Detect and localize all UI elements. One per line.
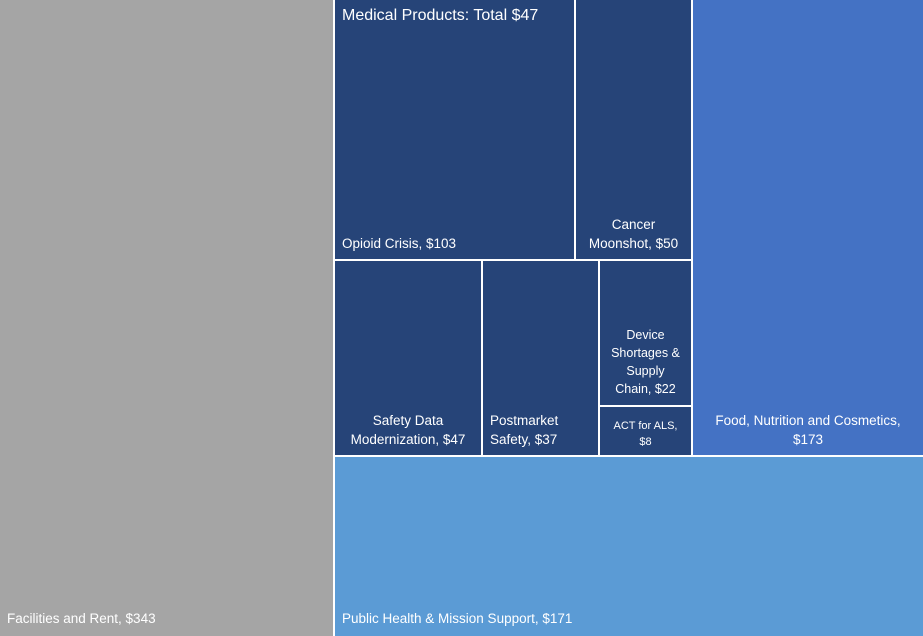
label-line: Supply	[626, 364, 665, 378]
label-line: $8	[639, 436, 652, 448]
tile-label-safety-data-modernization: Safety Data Modernization, $47	[351, 411, 466, 455]
tile-public-health-mission-support: Public Health & Mission Support, $171	[335, 457, 923, 636]
group-header-medical-products: Medical Products: Total $47	[342, 7, 539, 24]
label-line: Cancer	[611, 217, 656, 232]
label-line: $173	[792, 432, 824, 447]
tile-cancer-moonshot: Cancer Moonshot, $50	[576, 0, 691, 259]
label-line: Chain, $22	[615, 382, 676, 396]
tile-label-cancer-moonshot: Cancer Moonshot, $50	[589, 215, 678, 259]
tile-act-for-als: ACT for ALS, $8	[600, 407, 691, 455]
tile-label-act-for-als: ACT for ALS, $8	[614, 418, 678, 455]
label-line: Device	[626, 328, 665, 342]
tile-opioid-crisis: Opioid Crisis, $103	[335, 0, 574, 259]
tile-label-postmarket-safety: Postmarket Safety, $37	[483, 411, 558, 455]
tile-label-facilities-and-rent: Facilities and Rent, $343	[7, 611, 156, 626]
tile-postmarket-safety: Postmarket Safety, $37	[483, 261, 598, 455]
tile-food-nutrition-cosmetics: Food, Nutrition and Cosmetics, $173	[693, 0, 923, 455]
tile-device-shortages-supply-chain: Device Shortages & Supply Chain, $22	[600, 261, 691, 405]
label-line: Food, Nutrition and Cosmetics,	[715, 413, 901, 428]
tile-facilities-and-rent: Facilities and Rent, $343	[0, 0, 333, 636]
tile-label-opioid-crisis: Opioid Crisis, $103	[342, 236, 457, 251]
label-line: Moonshot, $50	[588, 236, 679, 251]
tile-label-food-nutrition-cosmetics: Food, Nutrition and Cosmetics, $173	[711, 411, 904, 455]
tile-label-device-shortages-supply-chain: Device Shortages & Supply Chain, $22	[611, 326, 680, 405]
label-line: Postmarket	[490, 413, 559, 428]
label-line: Safety Data	[372, 413, 444, 428]
label-line: Modernization, $47	[350, 432, 466, 447]
tile-safety-data-modernization: Safety Data Modernization, $47	[335, 261, 481, 455]
label-line: Safety, $37	[490, 432, 558, 447]
tile-label-public-health-mission-support: Public Health & Mission Support, $171	[342, 611, 573, 626]
label-line: ACT for ALS,	[613, 420, 678, 432]
label-line: Shortages &	[611, 346, 680, 360]
